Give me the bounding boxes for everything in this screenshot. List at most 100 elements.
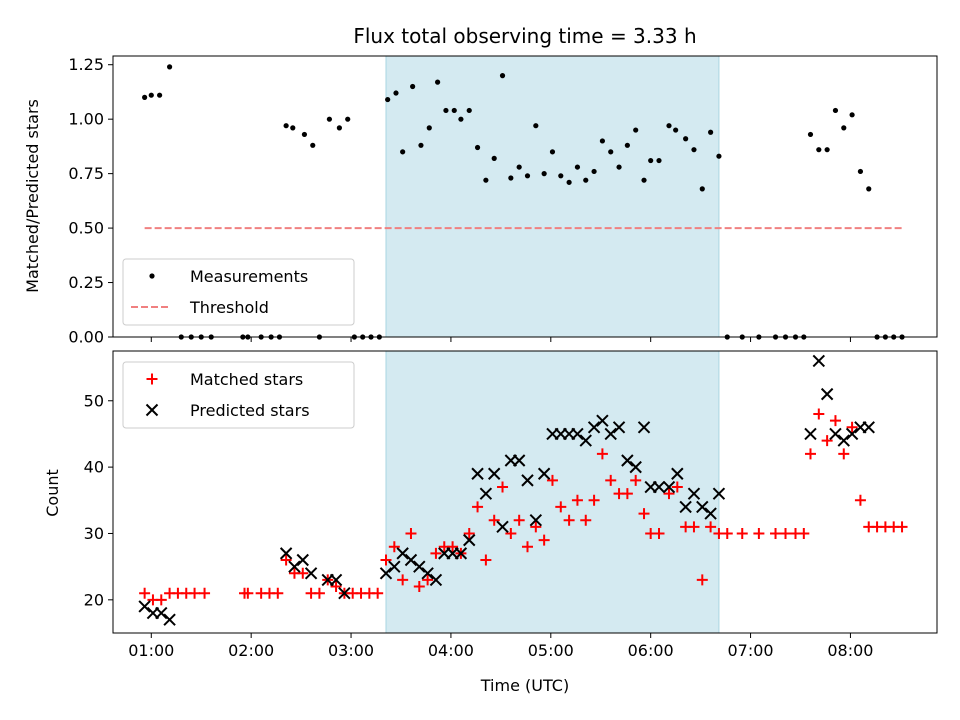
data-point [829, 415, 841, 427]
data-point [638, 508, 650, 520]
data-point [591, 168, 597, 175]
data-point [633, 127, 639, 133]
data-point [691, 147, 697, 153]
data-point [736, 527, 748, 539]
data-point [688, 521, 700, 533]
data-point [388, 560, 401, 573]
legend: Measurements Threshold [122, 258, 355, 326]
data-point [142, 94, 148, 100]
y-tick-label: 40 [84, 458, 104, 477]
top-y-axis-label: Matched/Predicted stars [23, 99, 42, 293]
data-point [524, 173, 531, 179]
data-point [166, 64, 173, 70]
legend-box [122, 361, 355, 429]
legend-label: Matched stars [190, 370, 303, 389]
data-point [530, 521, 542, 533]
data-point [549, 149, 556, 155]
observing-span-shade [386, 56, 719, 337]
data-point [396, 547, 409, 560]
data-point [410, 83, 416, 90]
data-point [280, 554, 292, 566]
data-point [288, 560, 301, 573]
data-point [418, 142, 424, 148]
data-point [330, 581, 342, 593]
data-point [846, 421, 858, 433]
data-point [279, 547, 293, 560]
data-point [372, 587, 384, 599]
data-point [687, 487, 701, 500]
data-point [148, 92, 154, 98]
data-point [637, 421, 651, 434]
data-point [641, 177, 647, 183]
data-point [849, 112, 855, 118]
data-point [385, 96, 391, 103]
data-point [696, 574, 708, 586]
data-point [662, 480, 676, 494]
data-point [574, 164, 581, 170]
legend-label: Measurements [190, 267, 308, 286]
data-point [537, 467, 551, 480]
data-point [189, 587, 201, 599]
y-tick-label: 0.00 [68, 328, 104, 347]
data-point [699, 186, 705, 192]
legend-box [122, 258, 355, 326]
axes-frame [112, 55, 938, 338]
chart-title: Flux total observing time = 3.33 h [353, 24, 696, 48]
data-point [599, 138, 606, 144]
data-point [571, 427, 584, 441]
data-point [679, 500, 692, 514]
data-point [512, 454, 526, 467]
data-point [463, 533, 476, 547]
data-point [580, 514, 592, 526]
data-point [705, 521, 717, 533]
data-point [155, 606, 168, 620]
data-point [310, 142, 316, 148]
data-point [451, 107, 457, 114]
data-point [488, 514, 500, 526]
data-point [608, 149, 614, 155]
data-point [529, 513, 543, 527]
data-point [290, 125, 296, 131]
data-point [521, 474, 534, 487]
y-tick-label: 1.25 [68, 55, 104, 74]
data-point [571, 494, 583, 506]
data-point [624, 142, 630, 148]
legend-label: Predicted stars [190, 401, 310, 420]
data-point [538, 534, 550, 546]
data-point [712, 487, 726, 500]
legend-label: Threshold [189, 298, 269, 317]
data-point [838, 448, 850, 460]
y-tick-label: 0.50 [68, 219, 104, 238]
data-point [199, 587, 211, 599]
data-point [753, 527, 765, 539]
data-point [804, 448, 816, 460]
data-point [596, 448, 608, 460]
data-point [612, 421, 626, 434]
data-point [336, 125, 342, 131]
data-point [630, 474, 642, 486]
data-point [505, 527, 517, 539]
top-plot-ratio: 0.00 0.25 0.50 0.75 1.00 1.25 Measurements Thre… [68, 55, 938, 347]
data-point [163, 613, 176, 626]
data-point [656, 157, 662, 164]
x-tick-label: 04:00 [428, 641, 474, 660]
data-point [671, 481, 683, 493]
data-point [708, 129, 714, 135]
data-point [546, 474, 558, 486]
data-point [854, 494, 866, 506]
data-point [242, 587, 254, 599]
data-point [555, 501, 567, 513]
data-point [604, 427, 617, 441]
data-point [716, 153, 722, 159]
data-point [816, 147, 822, 153]
data-point [616, 164, 622, 170]
data-point [272, 587, 284, 599]
data-point [521, 541, 533, 553]
data-point [832, 107, 839, 114]
data-point [463, 527, 475, 539]
data-point [338, 586, 351, 600]
data-point [429, 573, 443, 587]
data-point [829, 427, 842, 441]
data-point [798, 527, 810, 539]
